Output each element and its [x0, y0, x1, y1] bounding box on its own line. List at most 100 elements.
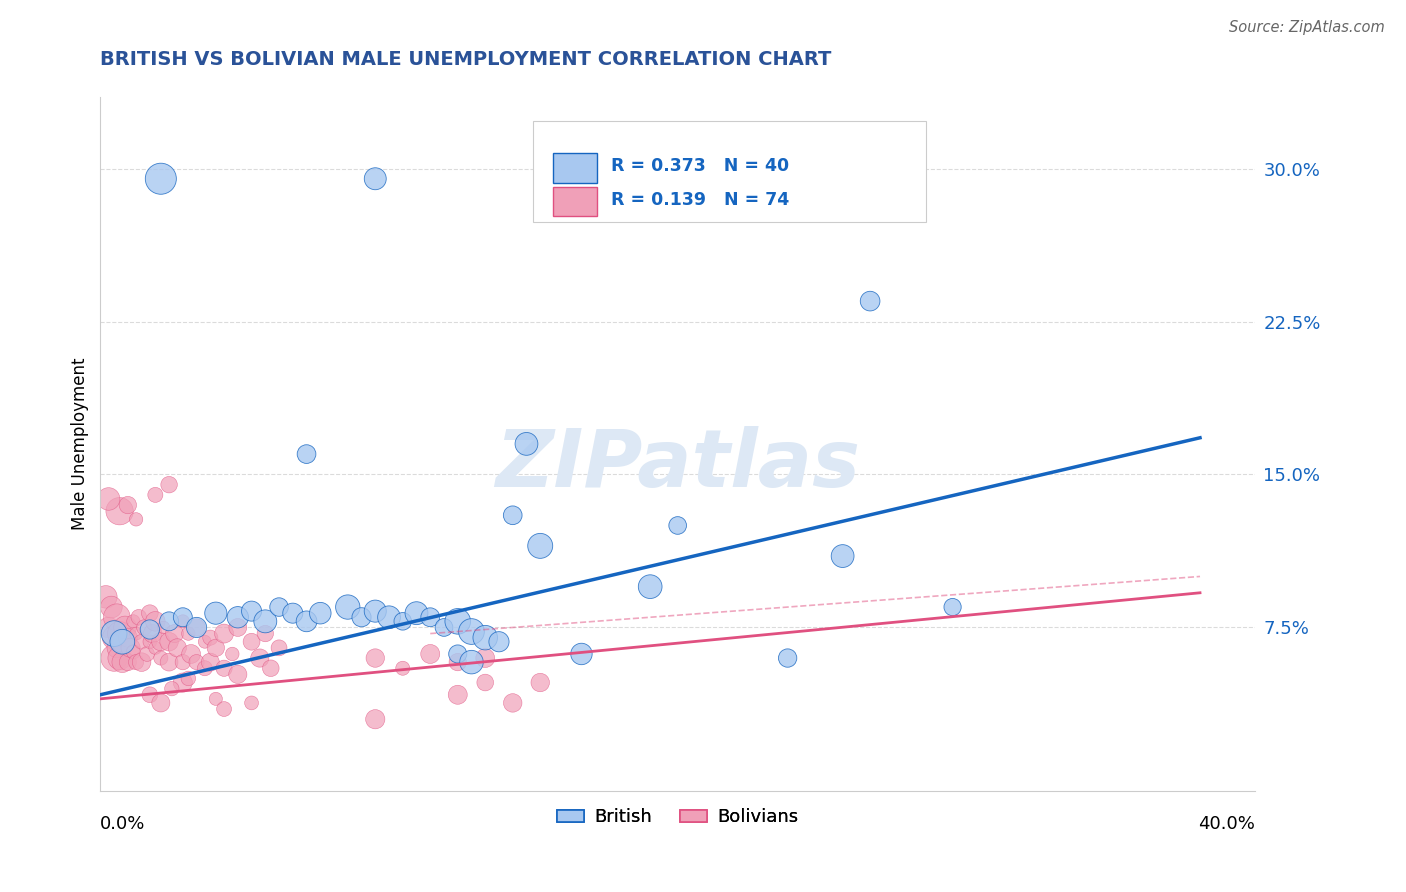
Text: 40.0%: 40.0%: [1198, 814, 1256, 833]
Point: [226, 667, 249, 681]
Point: [186, 620, 208, 634]
Point: [128, 610, 150, 624]
Point: [488, 634, 510, 648]
Point: [149, 634, 172, 648]
Point: [111, 634, 134, 648]
Point: [105, 610, 128, 624]
Point: [240, 634, 263, 648]
Point: [143, 488, 166, 502]
Point: [157, 634, 180, 648]
Point: [364, 604, 387, 618]
Y-axis label: Male Unemployment: Male Unemployment: [72, 358, 89, 530]
Point: [163, 626, 186, 640]
Point: [97, 620, 120, 634]
Point: [108, 651, 131, 665]
Bar: [553, 153, 596, 183]
Point: [433, 620, 456, 634]
Point: [97, 491, 120, 506]
Point: [249, 651, 271, 665]
Point: [309, 606, 332, 620]
Point: [166, 640, 188, 655]
Point: [515, 437, 537, 451]
Point: [194, 634, 217, 648]
Point: [204, 606, 226, 620]
Point: [105, 640, 128, 655]
Point: [157, 477, 180, 491]
Point: [103, 631, 125, 645]
Text: 0.0%: 0.0%: [100, 814, 146, 833]
Point: [405, 606, 427, 620]
Point: [194, 661, 217, 675]
Point: [447, 688, 470, 702]
Point: [859, 294, 882, 309]
Point: [172, 610, 194, 624]
Point: [212, 626, 235, 640]
Point: [117, 655, 139, 669]
Point: [336, 600, 359, 615]
Point: [447, 615, 470, 629]
Point: [474, 675, 496, 690]
Point: [100, 600, 122, 615]
Text: R = 0.139   N = 74: R = 0.139 N = 74: [610, 191, 789, 209]
Point: [267, 640, 290, 655]
Point: [378, 610, 401, 624]
Point: [108, 504, 131, 518]
Point: [139, 634, 162, 648]
Point: [149, 651, 172, 665]
Point: [419, 647, 441, 661]
Point: [529, 539, 551, 553]
Point: [502, 696, 524, 710]
FancyBboxPatch shape: [533, 121, 927, 222]
Point: [226, 620, 249, 634]
Point: [502, 508, 524, 523]
Point: [143, 640, 166, 655]
Point: [122, 645, 145, 659]
Point: [364, 651, 387, 665]
Point: [139, 688, 162, 702]
Point: [142, 626, 165, 640]
Point: [136, 647, 159, 661]
Point: [460, 624, 482, 639]
Point: [295, 447, 318, 461]
Point: [149, 696, 172, 710]
Point: [391, 615, 413, 629]
Point: [200, 631, 222, 645]
Legend: British, Bolivians: British, Bolivians: [550, 801, 806, 834]
Point: [529, 675, 551, 690]
Text: ZIPatlas: ZIPatlas: [495, 425, 860, 504]
Point: [172, 675, 194, 690]
Point: [447, 647, 470, 661]
Point: [125, 512, 148, 526]
Text: BRITISH VS BOLIVIAN MALE UNEMPLOYMENT CORRELATION CHART: BRITISH VS BOLIVIAN MALE UNEMPLOYMENT CO…: [100, 51, 832, 70]
Point: [186, 655, 208, 669]
Point: [125, 626, 148, 640]
Point: [254, 615, 277, 629]
Point: [186, 620, 208, 634]
Point: [260, 661, 283, 675]
Point: [139, 623, 162, 637]
Point: [474, 651, 496, 665]
Point: [267, 600, 290, 615]
Point: [108, 626, 131, 640]
Point: [391, 661, 413, 675]
Point: [942, 600, 965, 615]
Point: [460, 655, 482, 669]
Point: [172, 655, 194, 669]
Point: [131, 634, 153, 648]
Point: [204, 691, 226, 706]
Point: [212, 661, 235, 675]
Point: [200, 655, 222, 669]
Point: [240, 604, 263, 618]
Point: [131, 655, 153, 669]
Point: [120, 640, 142, 655]
Point: [240, 696, 263, 710]
Point: [254, 626, 277, 640]
Point: [177, 672, 200, 686]
Point: [474, 631, 496, 645]
Point: [117, 631, 139, 645]
Point: [180, 647, 202, 661]
Point: [139, 606, 162, 620]
Point: [149, 171, 172, 186]
Text: Source: ZipAtlas.com: Source: ZipAtlas.com: [1229, 20, 1385, 35]
Point: [571, 647, 593, 661]
